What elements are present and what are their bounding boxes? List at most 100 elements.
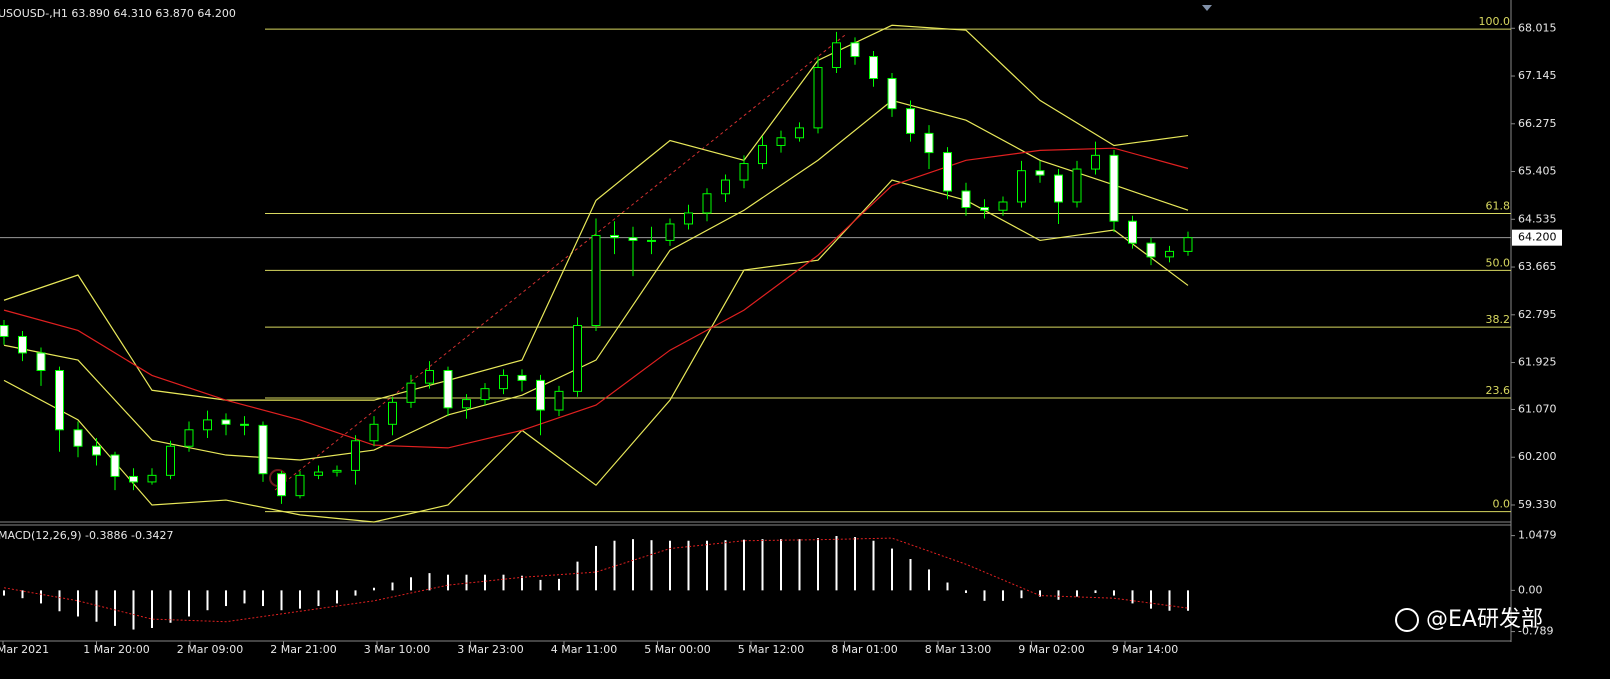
x-tick-label: 1 Mar 20:00	[83, 643, 149, 656]
candle-body	[1035, 170, 1045, 176]
macd-bar	[1150, 590, 1152, 609]
candle-body	[591, 234, 601, 326]
fib-label: 23.6	[1486, 384, 1511, 397]
macd-bar	[243, 590, 246, 604]
y-tick-label: 61.925	[1518, 356, 1557, 369]
chart-title: USOUSD-,H1 63.890 64.310 63.870 64.200	[0, 7, 236, 20]
candle-body	[924, 132, 934, 154]
macd-bar	[465, 574, 468, 591]
candle-body	[462, 399, 471, 409]
macd-bar	[1020, 590, 1023, 599]
macd-bar	[95, 590, 98, 622]
candle-body	[1183, 237, 1193, 252]
x-tick-label: 5 Mar 00:00	[644, 643, 710, 656]
macd-bar	[1168, 590, 1171, 611]
y-tick-label: 68.015	[1518, 21, 1557, 34]
macd-bar	[761, 539, 764, 591]
macd-bar	[484, 574, 486, 591]
indicator-title: MACD(12,26,9) -0.3886 -0.3427	[0, 529, 173, 542]
x-tick-label: 9 Mar 02:00	[1018, 643, 1084, 656]
y-tick-label: 59.330	[1518, 498, 1557, 511]
candle-body	[758, 144, 767, 165]
candle-body	[684, 212, 693, 225]
candle-body	[73, 429, 83, 447]
candle-body	[906, 108, 915, 134]
candle-body	[147, 474, 157, 483]
macd-bar	[354, 590, 357, 596]
shift-marker	[1202, 5, 1212, 11]
fib-label: 61.8	[1486, 200, 1511, 213]
candle-body	[665, 223, 675, 241]
candle-body	[980, 206, 989, 211]
x-tick-label: 8 Mar 01:00	[831, 643, 897, 656]
candle-body	[36, 352, 46, 372]
macd-bar	[854, 537, 856, 591]
candle-body	[1017, 170, 1026, 203]
candle-body	[18, 335, 27, 354]
x-tick-label: 9 Mar 14:00	[1112, 643, 1178, 656]
macd-bar	[965, 590, 967, 593]
macd-bar	[206, 590, 209, 611]
last-price-label: 64.200	[1518, 231, 1557, 244]
candle-body	[314, 471, 323, 476]
x-tick-label: 5 Mar 12:00	[738, 643, 804, 656]
candle-body	[480, 388, 490, 401]
macd-bar	[114, 590, 116, 626]
macd-bar	[132, 590, 135, 630]
y-tick-label: 66.275	[1518, 117, 1557, 130]
macd-bar	[669, 540, 671, 591]
macd-bar	[262, 590, 264, 607]
fib-label: 50.0	[1486, 256, 1511, 269]
macd-bar	[502, 574, 505, 591]
candle-body	[443, 370, 453, 409]
candle-body	[240, 423, 249, 426]
macd-bar	[21, 590, 24, 599]
macd-bar	[3, 590, 5, 596]
macd-bar	[410, 577, 412, 591]
macd-bar	[151, 590, 153, 628]
macd-bar	[447, 574, 449, 591]
candle-body	[258, 424, 268, 475]
y-tick-label: 0.00	[1518, 583, 1543, 596]
fib-label: 100.0	[1479, 15, 1511, 28]
candle-body	[850, 42, 860, 58]
candle-body	[499, 374, 508, 390]
macd-bar	[58, 590, 61, 612]
y-tick-label: 64.535	[1518, 212, 1557, 225]
indicator-line	[3, 99, 1189, 461]
candle-body	[351, 440, 360, 471]
watermark: @EA研发部	[1426, 607, 1543, 632]
macd-bar	[743, 539, 745, 591]
macd-bar	[373, 587, 375, 591]
macd-bar	[317, 590, 320, 607]
candle-body	[961, 190, 971, 208]
macd-bar	[798, 539, 801, 591]
macd-bar	[225, 590, 227, 607]
macd-bar	[1039, 590, 1041, 597]
macd-bar	[558, 578, 560, 591]
candle-body	[887, 77, 897, 110]
macd-bar	[576, 561, 579, 591]
macd-bar	[983, 590, 986, 601]
x-tick-label: 2 Mar 09:00	[177, 643, 243, 656]
candle-body	[295, 474, 305, 497]
macd-bar	[391, 582, 394, 591]
last-price-box	[1512, 229, 1562, 246]
candle-body	[998, 201, 1008, 211]
indicator-line	[3, 24, 1189, 401]
candle-body	[943, 152, 952, 192]
candle-body	[795, 127, 804, 139]
y-tick-label: 67.145	[1518, 69, 1557, 82]
trend-line	[274, 34, 846, 491]
candle-body	[1165, 250, 1174, 258]
macd-bar	[77, 590, 79, 617]
indicator-line	[3, 179, 1189, 523]
macd-bar	[539, 579, 542, 591]
candle-body	[203, 419, 212, 431]
candle-body	[573, 324, 582, 392]
macd-bar	[835, 536, 838, 591]
macd-bar	[909, 559, 912, 591]
candle-body	[1072, 168, 1082, 203]
logo-icon	[1395, 608, 1419, 632]
